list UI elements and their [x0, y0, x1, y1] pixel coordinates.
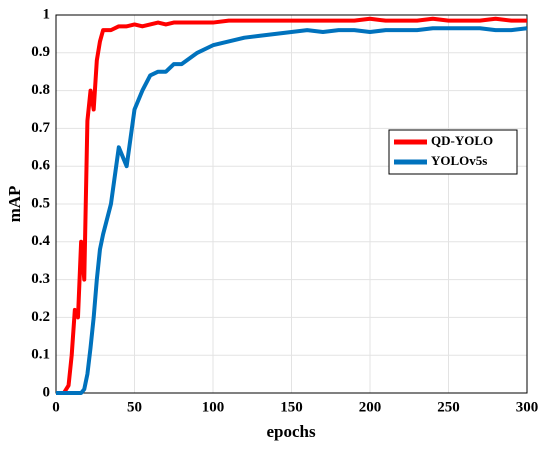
y-tick-label: 0.3 [31, 271, 50, 287]
x-tick-label: 50 [127, 399, 142, 415]
x-tick-label: 150 [280, 399, 303, 415]
y-tick-label: 1 [43, 6, 51, 22]
y-tick-label: 0.4 [31, 233, 50, 249]
legend-box [388, 129, 518, 175]
y-tick-label: 0.9 [31, 44, 50, 60]
x-tick-label: 0 [52, 399, 60, 415]
legend-label: QD-YOLO [431, 133, 493, 148]
y-axis-label: mAP [5, 186, 24, 223]
data-line [56, 16, 527, 395]
data-line [56, 26, 528, 395]
legend-label: YOLOv5s [431, 153, 487, 168]
y-tick-label: 0.6 [31, 158, 50, 174]
y-tick-label: 0.2 [31, 309, 50, 325]
plot-frame [55, 14, 528, 394]
x-tick-label: 250 [437, 399, 460, 415]
x-tick-label: 100 [202, 399, 225, 415]
x-tick-label: 300 [516, 399, 539, 415]
x-axis-label: epochs [266, 422, 316, 441]
y-tick-label: 0.7 [31, 120, 50, 136]
x-tick-label: 200 [359, 399, 382, 415]
y-tick-label: 0.8 [31, 82, 50, 98]
y-tick-label: 0.1 [31, 347, 50, 363]
y-tick-label: 0.5 [31, 195, 50, 211]
y-tick-label: 0 [43, 384, 51, 400]
